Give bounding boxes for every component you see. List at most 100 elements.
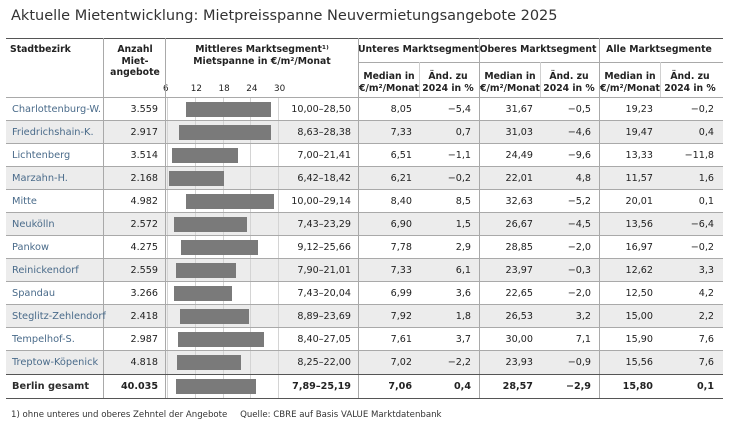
table-row: Pankow 4.275 9,12–25,66 7,78 2,9 28,85 −2,0 16,… — [6, 235, 723, 259]
upper-median: 22,01 — [505, 173, 533, 184]
header-all-median: Median in €/m²/Monat — [600, 71, 660, 94]
lower-median: 7,78 — [390, 242, 412, 253]
lower-change: 1,8 — [455, 311, 471, 322]
listing-count: 2.917 — [130, 127, 158, 138]
all-median: 13,56 — [625, 219, 653, 230]
upper-median: 28,57 — [502, 381, 533, 392]
gridline — [278, 328, 279, 351]
gridline — [250, 213, 252, 236]
column-divider — [358, 328, 359, 351]
upper-change: 3,2 — [575, 311, 591, 322]
scale-tick-label: 12 — [190, 84, 202, 94]
column-divider — [479, 282, 480, 305]
column-divider — [165, 351, 166, 374]
gridline — [250, 282, 252, 305]
upper-change: −0,3 — [567, 265, 591, 276]
column-divider — [479, 259, 480, 282]
all-change: 7,6 — [698, 334, 714, 345]
column-divider — [358, 121, 359, 144]
all-change: 0,1 — [697, 381, 714, 392]
gridline — [167, 121, 168, 144]
column-divider — [358, 167, 359, 190]
rent-range: 6,42–18,42 — [297, 173, 351, 184]
gridline — [167, 351, 168, 374]
lower-change: 3,6 — [455, 288, 471, 299]
rent-range-bar — [175, 263, 237, 278]
column-divider — [479, 121, 480, 144]
upper-change: −0,9 — [567, 357, 591, 368]
gridline — [278, 167, 279, 190]
gridline — [278, 190, 279, 213]
header-lower-median-line1: Median in — [363, 71, 415, 82]
all-median: 16,97 — [625, 242, 653, 253]
source-note: Quelle: CBRE auf Basis VALUE Marktdatenb… — [240, 410, 442, 420]
column-divider — [165, 236, 166, 259]
upper-median: 26,53 — [505, 311, 533, 322]
lower-median: 7,02 — [390, 357, 412, 368]
upper-change: −9,6 — [567, 150, 591, 161]
header-upper-median-line2: €/m²/Monat — [480, 82, 540, 94]
column-divider — [479, 213, 480, 236]
column-divider — [479, 167, 480, 190]
lower-change: 0,4 — [454, 381, 471, 392]
column-divider — [358, 282, 359, 305]
listing-count: 4.275 — [130, 242, 158, 253]
column-divider — [165, 213, 166, 236]
district-name: Reinickendorf — [12, 265, 79, 276]
lower-median: 6,51 — [390, 150, 412, 161]
rent-range-bar — [185, 194, 275, 209]
table-row: Neukölln 2.572 7,43–23,29 6,90 1,5 26,67 −4,5 1… — [6, 212, 723, 236]
column-divider — [103, 190, 104, 213]
rent-range: 7,43–20,04 — [297, 288, 351, 299]
rent-range-bar — [185, 102, 272, 117]
upper-change: −4,5 — [567, 219, 591, 230]
header-all-median-line1: Median in — [604, 71, 656, 82]
district-name: Neukölln — [12, 219, 55, 230]
header-upper-segment: Oberes Marktsegment — [479, 44, 597, 55]
gridline — [250, 351, 252, 374]
rent-range: 10,00–29,14 — [291, 196, 351, 207]
column-divider — [103, 144, 104, 167]
district-name: Charlottenburg-W. — [12, 104, 102, 115]
header-upper-median: Median in €/m²/Monat — [480, 71, 540, 94]
upper-median: 22,65 — [505, 288, 533, 299]
lower-change: 8,5 — [455, 196, 471, 207]
header-lower-median: Median in €/m²/Monat — [359, 71, 419, 94]
lower-median: 7,33 — [390, 127, 412, 138]
upper-median: 31,67 — [505, 104, 533, 115]
column-divider — [479, 375, 480, 398]
column-divider — [358, 98, 359, 121]
district-name: Steglitz-Zehlendorf — [12, 311, 106, 322]
header-lower-change: Änd. zu 2024 in % — [419, 71, 477, 94]
column-divider — [599, 328, 600, 351]
lower-median: 6,21 — [390, 173, 412, 184]
district-name: Mitte — [12, 196, 37, 207]
all-change: 7,6 — [698, 357, 714, 368]
header-lower-change-line2: 2024 in % — [422, 82, 474, 94]
rent-range: 8,25–22,00 — [297, 357, 351, 368]
rent-range-bar — [181, 240, 258, 255]
district-name: Friedrichshain-K. — [12, 127, 94, 138]
column-divider — [599, 190, 600, 213]
gridline — [278, 351, 279, 374]
gridline — [167, 144, 168, 167]
table-row: Treptow-Köpenick 4.818 8,25–22,00 7,02 −2,2 2… — [6, 350, 723, 374]
column-divider — [479, 351, 480, 374]
upper-median: 28,85 — [505, 242, 533, 253]
column-divider — [103, 375, 104, 398]
lower-change: 0,7 — [455, 127, 471, 138]
all-median: 19,47 — [625, 127, 653, 138]
column-divider — [479, 305, 480, 328]
header-all-change: Änd. zu 2024 in % — [660, 71, 720, 94]
all-median: 15,00 — [625, 311, 653, 322]
column-divider — [599, 98, 600, 121]
gridline — [167, 259, 168, 282]
table-row: Lichtenberg 3.514 7,00–21,41 6,51 −1,1 24,49 −… — [6, 143, 723, 167]
upper-median: 23,93 — [505, 357, 533, 368]
listing-count: 40.035 — [120, 381, 158, 392]
gridline — [278, 305, 279, 328]
gridline — [167, 98, 168, 121]
gridline — [278, 144, 279, 167]
all-change: 0,4 — [698, 127, 714, 138]
header-lower-median-line2: €/m²/Monat — [359, 82, 419, 94]
